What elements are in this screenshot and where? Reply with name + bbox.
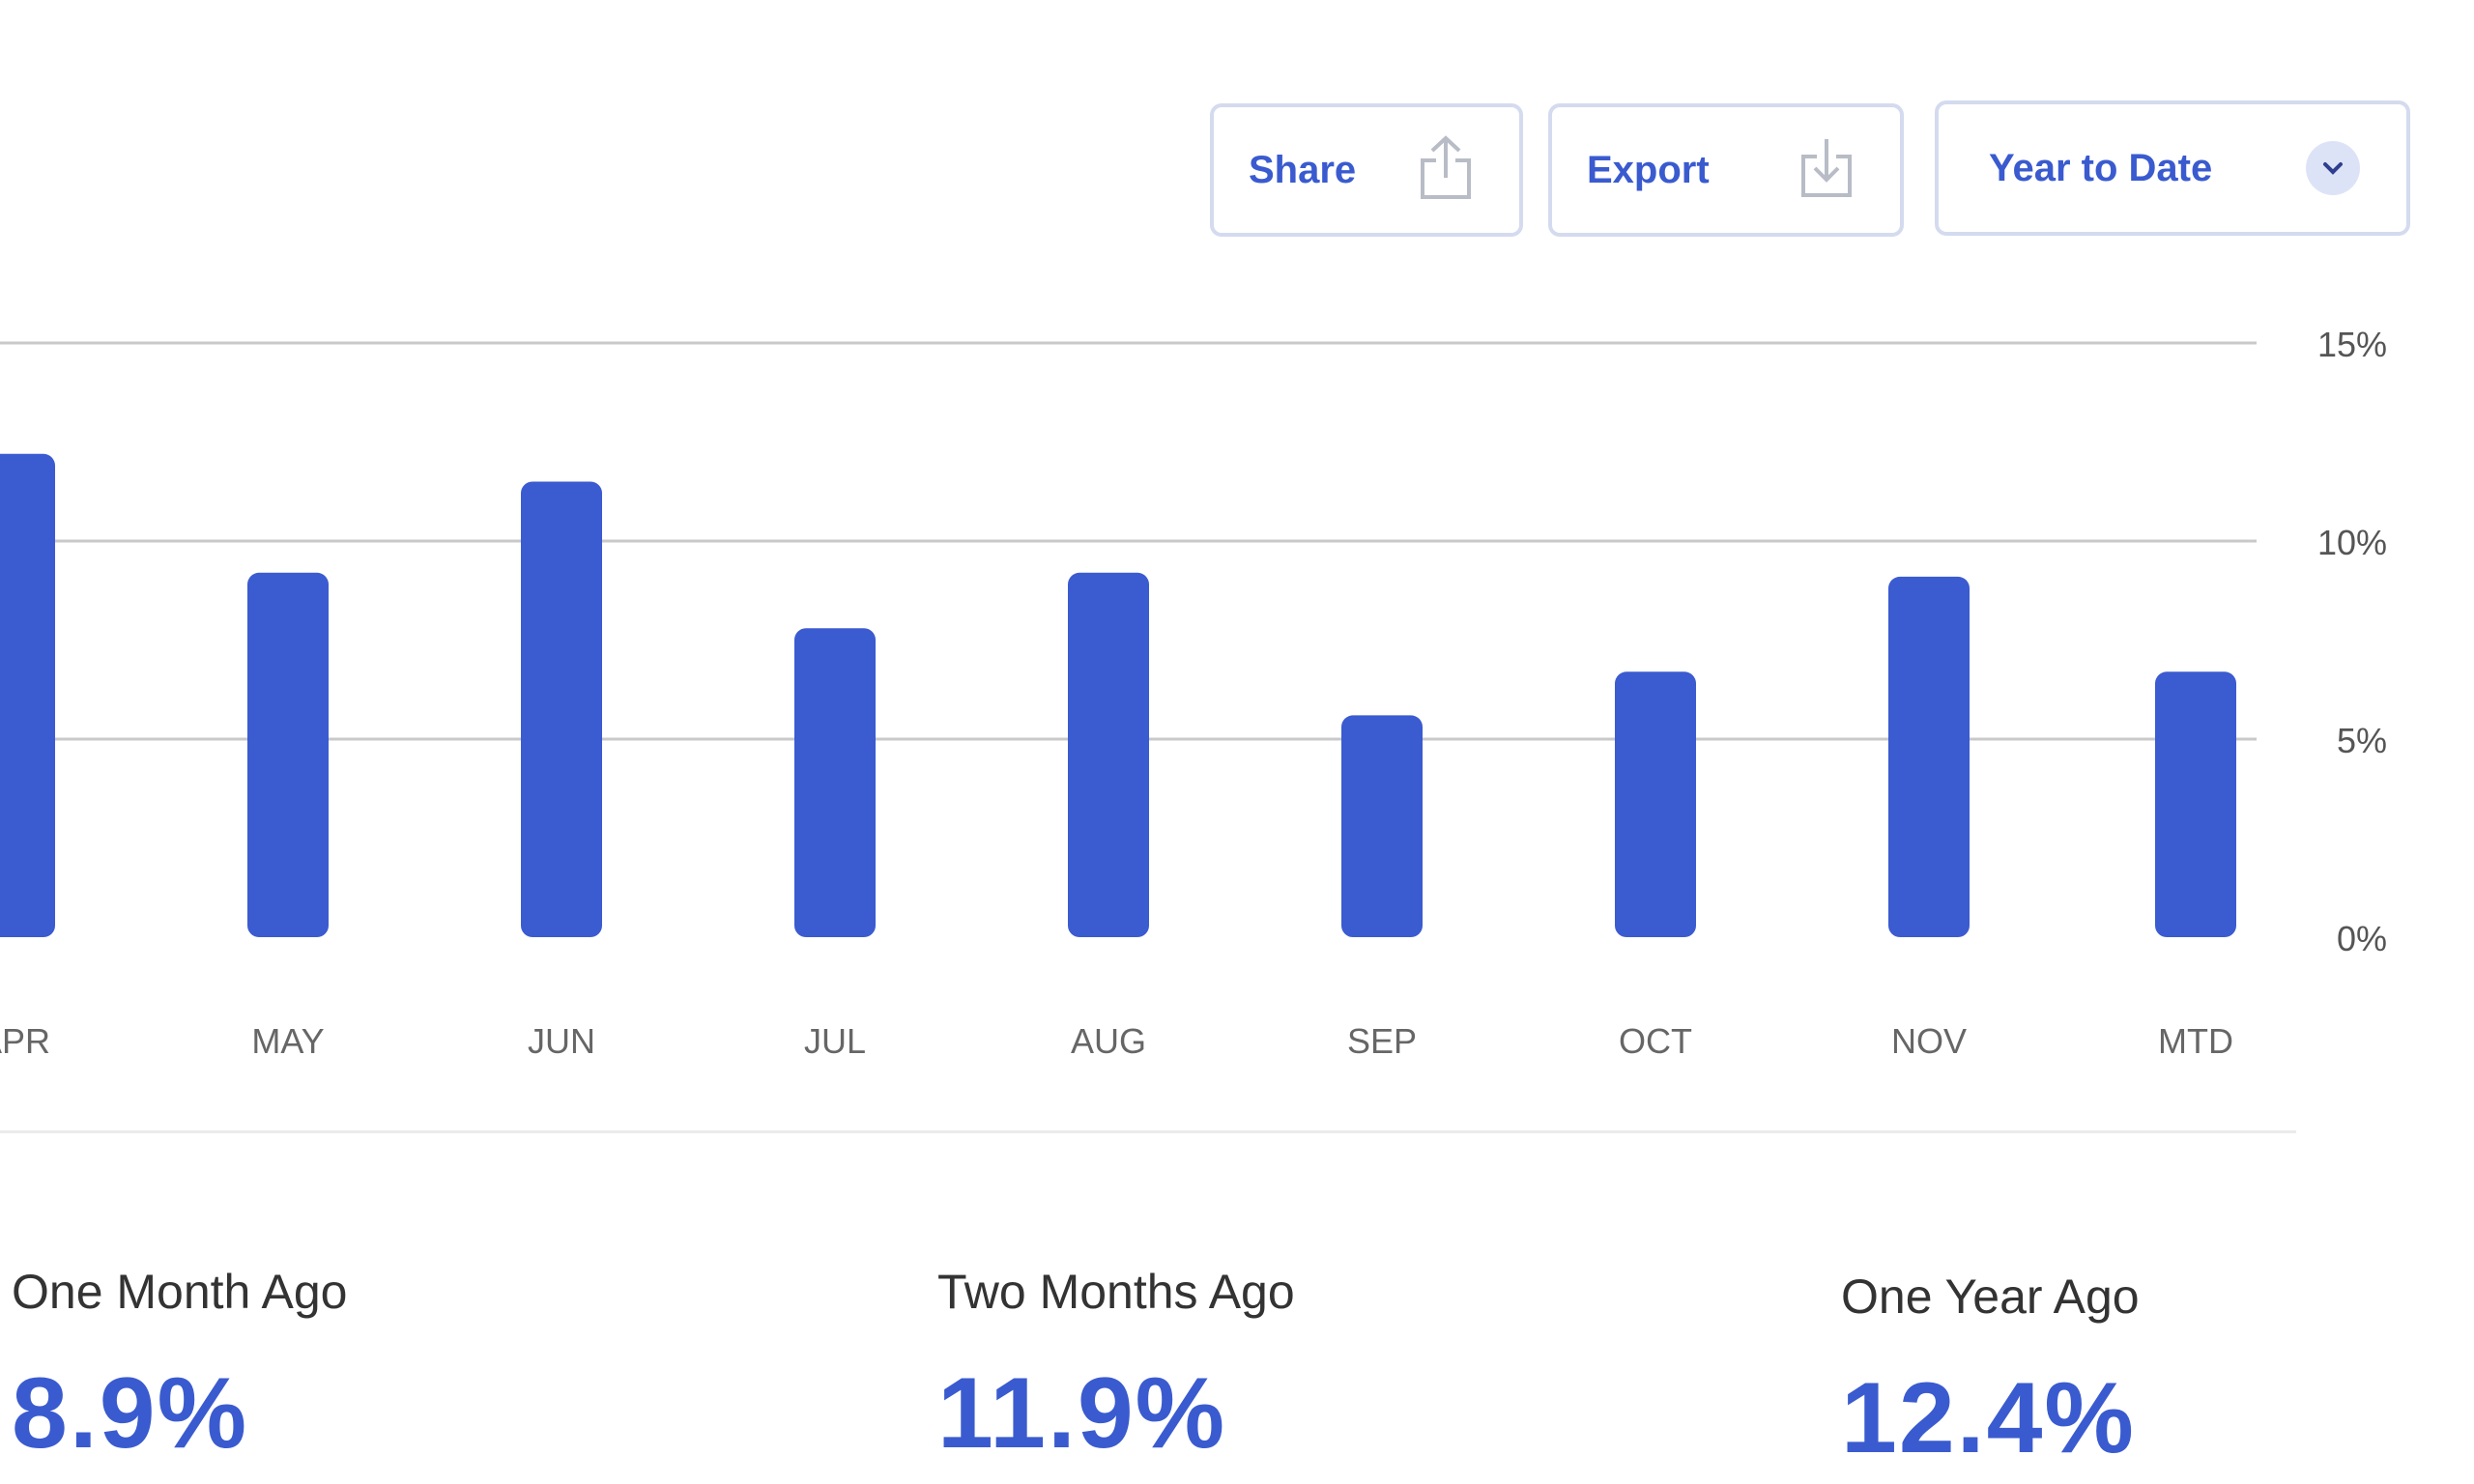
y-tick-label: 0% (2337, 919, 2387, 958)
y-tick-label: 5% (2337, 721, 2387, 760)
stat-label: One Month Ago (12, 1265, 348, 1319)
stat-value: 11.9% (937, 1357, 1227, 1470)
bar-jun (521, 481, 602, 937)
x-tick-label: AUG (1071, 1021, 1146, 1061)
bar-chart: 0% 5% 10% 15% APR MAY JUN JUL AUG SEP OCT NOV MTD (0, 325, 2387, 1061)
stat-value: 8.9% (12, 1357, 249, 1470)
bar-may (247, 572, 329, 937)
bar-jul (794, 628, 876, 937)
period-select[interactable]: Year to Date (1935, 100, 2410, 236)
export-button[interactable]: Export (1548, 103, 1904, 237)
stat-one-month-ago: One Month Ago 8.9% (12, 1264, 347, 1471)
download-icon (1799, 137, 1854, 204)
divider (0, 1130, 2296, 1133)
y-tick-label: 10% (2317, 523, 2387, 562)
x-tick-label: MAY (251, 1021, 324, 1061)
export-button-label: Export (1587, 148, 1710, 191)
stat-one-year-ago: One Year Ago 12.4% (1841, 1269, 2140, 1476)
x-tick-label: APR (0, 1021, 50, 1061)
x-tick-label: SEP (1347, 1021, 1417, 1061)
x-tick-label: NOV (1891, 1021, 1967, 1061)
x-tick-label: JUL (804, 1021, 866, 1061)
bar-nov (1888, 576, 1970, 937)
stat-label: One Year Ago (1841, 1270, 2140, 1324)
bar-oct (1615, 671, 1696, 937)
y-tick-label: 15% (2317, 325, 2387, 364)
bar-aug (1068, 572, 1149, 937)
bar-apr (0, 453, 55, 937)
bar-sep (1341, 715, 1423, 937)
chevron-down-icon (2306, 141, 2360, 195)
share-button[interactable]: Share (1210, 103, 1523, 237)
bar-mtd (2155, 671, 2236, 937)
share-icon (1419, 134, 1473, 206)
x-tick-label: JUN (528, 1021, 595, 1061)
stat-value: 12.4% (1841, 1362, 2136, 1474)
stat-label: Two Months Ago (937, 1265, 1295, 1319)
x-tick-label: OCT (1619, 1021, 1692, 1061)
period-select-label: Year to Date (1989, 146, 2213, 189)
stat-two-months-ago: Two Months Ago 11.9% (937, 1264, 1295, 1471)
share-button-label: Share (1249, 148, 1357, 191)
x-tick-label: MTD (2158, 1021, 2233, 1061)
